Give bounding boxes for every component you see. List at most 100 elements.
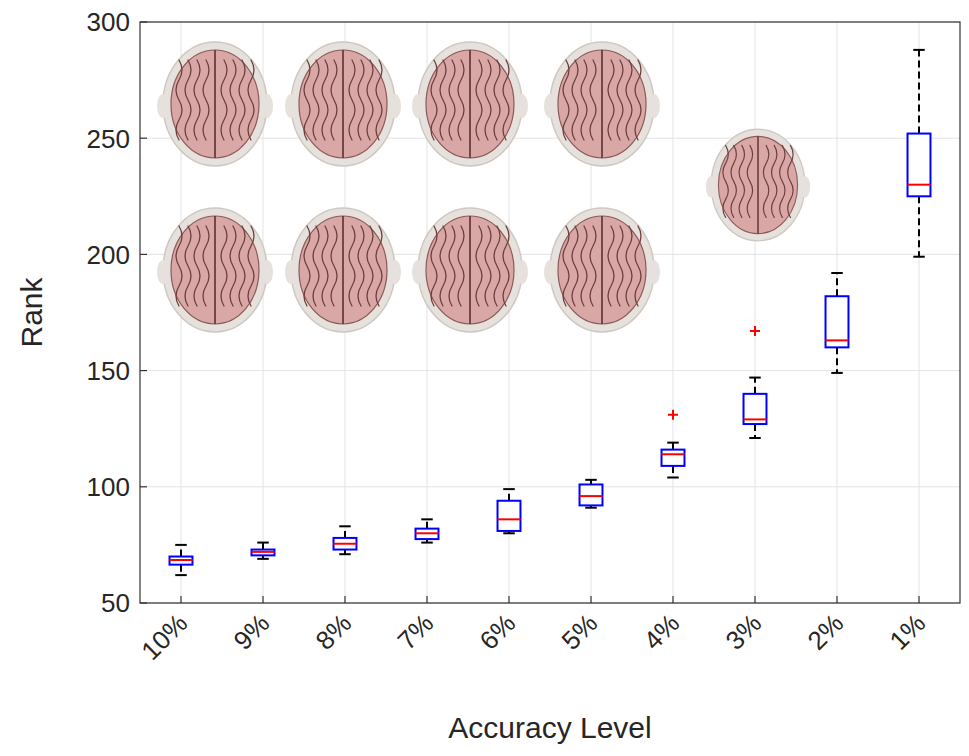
x-tick bbox=[426, 596, 427, 603]
y-tick bbox=[140, 21, 147, 22]
x-tick-label: 9% bbox=[227, 608, 275, 656]
midline bbox=[601, 50, 603, 158]
y-tick-label: 250 bbox=[87, 124, 130, 154]
whisker-cap-min bbox=[667, 477, 678, 479]
lower-whisker bbox=[180, 565, 182, 575]
whisker-cap-max bbox=[421, 518, 432, 520]
boxes bbox=[170, 50, 931, 575]
page: {"chart_data": {"type": "box", "x_label"… bbox=[0, 0, 969, 756]
upper-whisker bbox=[918, 50, 920, 134]
brain-surface bbox=[558, 50, 646, 158]
x-tick-label: 6% bbox=[473, 608, 521, 656]
ear bbox=[285, 94, 297, 118]
plot-background bbox=[140, 22, 960, 603]
chart-container: 5010015020025030010%9%8%7%6%5%4%3%2%1%Ac… bbox=[0, 0, 969, 756]
upper-whisker bbox=[262, 543, 264, 550]
whisker-cap-min bbox=[585, 507, 596, 509]
x-tick bbox=[672, 596, 673, 603]
chart-svg: 5010015020025030010%9%8%7%6%5%4%3%2%1%Ac… bbox=[0, 0, 969, 756]
x-axis-title: Accuracy Level bbox=[448, 711, 651, 744]
whisker-cap-min bbox=[749, 437, 760, 439]
midline bbox=[469, 50, 471, 158]
whisker-cap-min bbox=[421, 542, 432, 544]
brain-image bbox=[412, 208, 528, 332]
median bbox=[744, 418, 767, 420]
x-grid-line bbox=[673, 22, 674, 603]
ear bbox=[261, 260, 273, 284]
midline bbox=[757, 136, 758, 233]
lower-whisker bbox=[836, 347, 838, 373]
median bbox=[662, 453, 685, 455]
ear bbox=[285, 260, 297, 284]
box bbox=[334, 538, 357, 550]
grid bbox=[140, 22, 960, 603]
ear bbox=[157, 94, 169, 118]
median bbox=[826, 339, 849, 341]
box bbox=[252, 550, 275, 556]
y-tick bbox=[140, 602, 147, 603]
ear bbox=[544, 260, 556, 284]
head-outline bbox=[163, 208, 267, 332]
ear bbox=[412, 260, 424, 284]
box bbox=[908, 134, 931, 197]
midline bbox=[342, 216, 344, 324]
midline bbox=[214, 216, 216, 324]
head-outline bbox=[550, 208, 654, 332]
whisker-cap-min bbox=[257, 558, 268, 560]
head-outline bbox=[163, 42, 267, 166]
lower-whisker bbox=[754, 424, 756, 438]
x-grid-line bbox=[919, 22, 920, 603]
ear bbox=[389, 260, 401, 284]
y-tick-label: 50 bbox=[101, 588, 130, 618]
upper-whisker bbox=[754, 378, 756, 394]
midline bbox=[342, 50, 344, 158]
y-tick bbox=[140, 486, 147, 487]
brain-image bbox=[544, 208, 660, 332]
x-tick bbox=[180, 596, 181, 603]
box bbox=[170, 557, 193, 565]
x-tick-label: 2% bbox=[801, 608, 849, 656]
outlier bbox=[668, 410, 678, 420]
whisker-cap-max bbox=[339, 525, 350, 527]
upper-whisker bbox=[836, 273, 838, 296]
x-tick bbox=[836, 596, 837, 603]
x-tick bbox=[918, 596, 919, 603]
whisker-cap-max bbox=[585, 479, 596, 481]
plot-frame bbox=[140, 22, 960, 603]
brain-surface bbox=[426, 50, 514, 158]
head-outline bbox=[418, 208, 522, 332]
box bbox=[580, 484, 603, 505]
x-tick-label: 3% bbox=[719, 608, 767, 656]
x-tick bbox=[590, 596, 591, 603]
whisker-cap-min bbox=[831, 372, 842, 374]
lower-whisker bbox=[672, 466, 674, 478]
ear bbox=[516, 260, 528, 284]
head-outline bbox=[550, 42, 654, 166]
ear bbox=[157, 260, 169, 284]
brain-image bbox=[412, 42, 528, 166]
brain-image bbox=[544, 42, 660, 166]
lower-whisker bbox=[918, 196, 920, 256]
median bbox=[252, 551, 275, 553]
x-tick-label: 1% bbox=[883, 608, 931, 656]
upper-whisker bbox=[180, 545, 182, 557]
brain-surface bbox=[171, 50, 259, 158]
box bbox=[744, 394, 767, 424]
x-tick-label: 7% bbox=[391, 608, 439, 656]
brain-image bbox=[157, 42, 273, 166]
x-tick bbox=[754, 596, 755, 603]
x-tick-label: 4% bbox=[637, 608, 685, 656]
x-tick-label: 10% bbox=[135, 608, 193, 666]
y-tick-label: 150 bbox=[87, 356, 130, 386]
whisker-cap-min bbox=[913, 256, 924, 258]
upper-whisker bbox=[344, 526, 346, 538]
brain-image bbox=[285, 42, 401, 166]
median bbox=[170, 559, 193, 561]
whisker-cap-min bbox=[339, 553, 350, 555]
brain-image bbox=[706, 129, 810, 241]
whisker-cap-min bbox=[175, 574, 186, 576]
y-tick-label: 200 bbox=[87, 240, 130, 270]
x-tick-label: 5% bbox=[555, 608, 603, 656]
median bbox=[416, 532, 439, 534]
y-axis-title: Rank bbox=[15, 276, 48, 347]
